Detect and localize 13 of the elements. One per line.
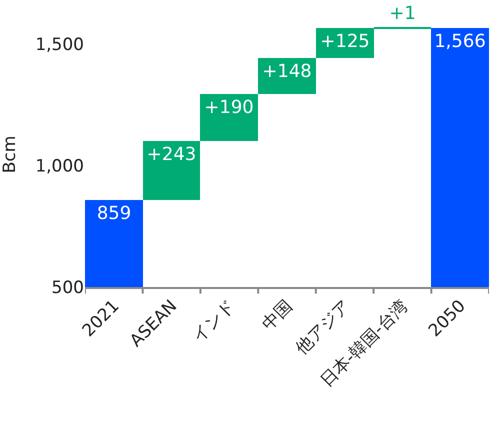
data-label: 859 [96,203,132,224]
data-label: +190 [204,97,254,118]
data-label: 1,566 [434,31,486,52]
data-label: +1 [389,3,416,24]
data-label: +125 [320,31,370,52]
y-tick-label: 1,500 [35,34,84,55]
data-label: +148 [262,61,312,82]
y-axis-title: Bcm [0,136,20,174]
x-tick-label: インド [188,296,239,347]
y-tick-label: 500 [52,278,84,298]
y-tick-label: 1,000 [35,156,84,176]
x-tick-label: 中国 [258,296,297,334]
data-label: +243 [146,144,196,165]
